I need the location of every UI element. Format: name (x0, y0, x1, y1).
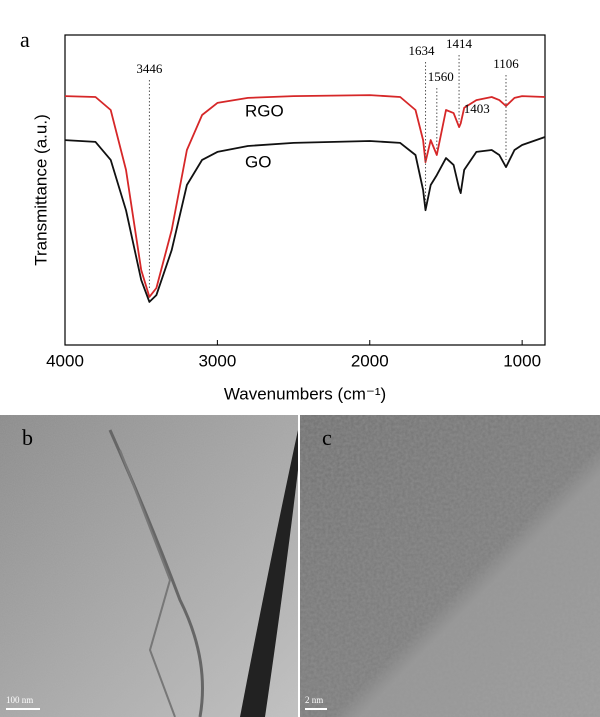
spectrum-line (64, 94, 546, 298)
peak-label: 1634 (409, 43, 436, 58)
x-axis-label: Wavenumbers (cm⁻¹) (224, 384, 386, 403)
series-label: GO (245, 152, 271, 171)
x-tick-label: 4000 (46, 351, 84, 370)
spectrum-line (64, 136, 546, 303)
x-tick-label: 2000 (351, 351, 389, 370)
peak-label: 1414 (446, 36, 473, 51)
panel-label: a (20, 27, 30, 52)
peak-label: 1560 (428, 69, 454, 84)
texture (300, 415, 600, 717)
peak-label: 3446 (136, 61, 163, 76)
series-label: RGO (245, 101, 284, 120)
scale-bar-label: 100 nm (6, 695, 33, 705)
plot-frame (64, 34, 546, 346)
y-axis-label: Transmittance (a.u.) (31, 114, 50, 265)
peak-label: 1106 (493, 56, 519, 71)
x-tick-label: 3000 (198, 351, 236, 370)
peak-label: 1403 (464, 101, 490, 116)
x-tick-label: 1000 (503, 351, 541, 370)
scale-bar-label: 2 nm (305, 695, 323, 705)
panel-label: b (22, 425, 33, 450)
flake-edge (119, 449, 176, 717)
flake-fold (240, 430, 298, 717)
texture (0, 415, 298, 717)
panel-label: c (322, 425, 332, 450)
